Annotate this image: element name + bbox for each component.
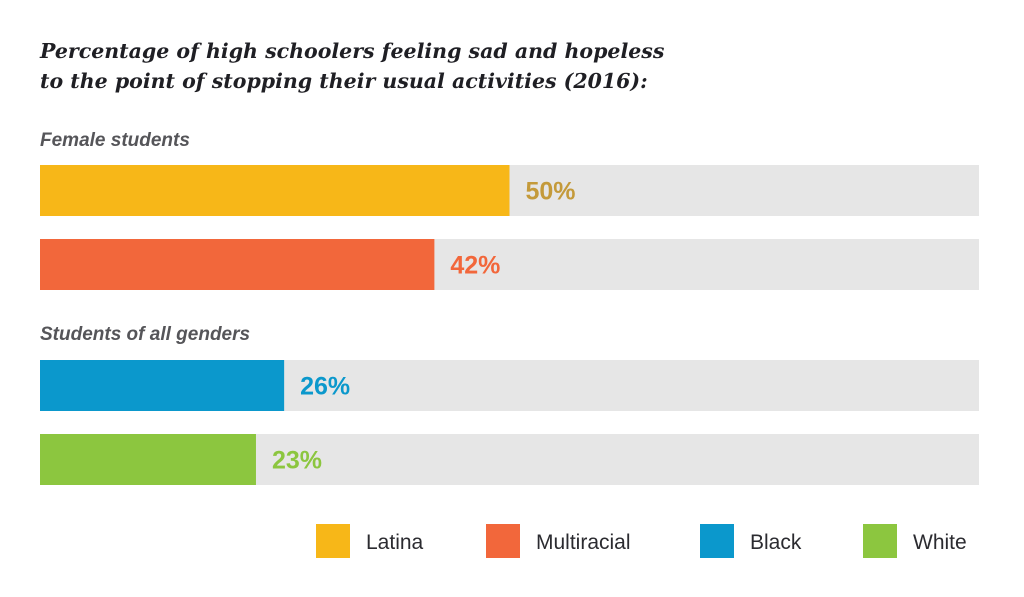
bar-black [40,360,285,411]
group-heading-students-of-all-genders: Students of all genders [40,324,251,345]
legend-label-black: Black [750,531,802,554]
legend-label-latina: Latina [366,531,424,554]
bar-multiracial [40,239,435,290]
bar-white [40,434,256,485]
data-label-white: 23% [272,447,322,475]
chart-title: Percentage of high schoolers feeling sad… [40,36,664,96]
legend-swatch-white [863,524,897,558]
chart-title-line-1: Percentage of high schoolers feeling sad… [40,39,665,63]
legend-swatch-black [700,524,734,558]
legend-label-multiracial: Multiracial [536,531,631,554]
legend-label-white: White [913,531,967,554]
legend-swatch-latina [316,524,350,558]
bar-latina [40,165,510,216]
chart-title-line-2: to the point of stopping their usual act… [40,69,648,93]
data-label-latina: 50% [526,178,576,206]
legend-swatch-multiracial [486,524,520,558]
data-label-multiracial: 42% [450,252,500,280]
data-label-black: 26% [300,373,350,401]
group-heading-female-students: Female students [40,130,190,151]
